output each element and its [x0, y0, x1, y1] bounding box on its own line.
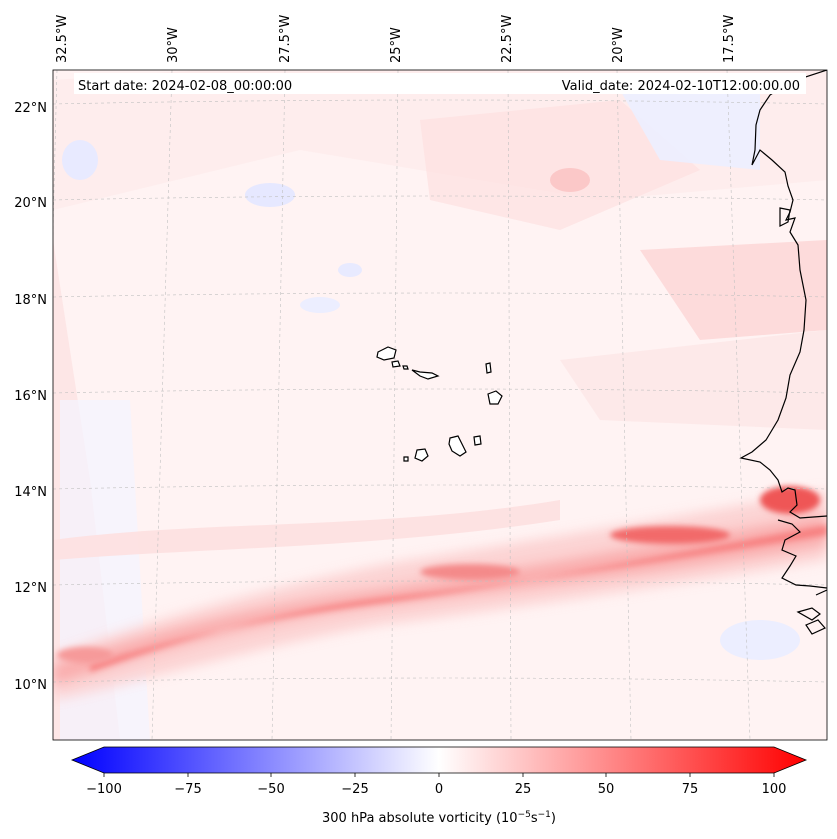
colorbar-tick-label: 100 — [762, 782, 787, 797]
colorbar-tick-label: 0 — [435, 782, 443, 797]
longitude-labels: 32.5°W 30°W 27.5°W 25°W 22.5°W 20°W 17.5… — [55, 15, 737, 63]
island-santiago — [448, 435, 467, 457]
map-panel: Start date: 2024-02-08_00:00:00 Valid_da… — [52, 69, 828, 741]
cape-verde-islands — [376, 346, 503, 462]
vorticity-field — [53, 70, 827, 740]
lon-label: 32.5°W — [55, 15, 70, 63]
header-strip — [74, 73, 806, 94]
lat-label: 10°N — [14, 678, 47, 693]
colorbar-title: 300 hPa absolute vorticity (10−5s−1) — [322, 810, 556, 826]
lon-label: 22.5°W — [500, 15, 515, 63]
lon-label: 27.5°W — [278, 15, 293, 63]
lon-label: 30°W — [166, 27, 181, 63]
lat-label: 22°N — [14, 101, 47, 116]
lat-label: 12°N — [14, 581, 47, 596]
colorbar: −100 −75 −50 −25 0 25 50 75 100 300 hPa … — [70, 746, 808, 826]
africa-coast — [739, 70, 827, 519]
colorbar-tick-label: 25 — [515, 782, 532, 797]
colorbar-tick-label: −25 — [341, 782, 368, 797]
lon-label: 20°W — [611, 27, 626, 63]
latitude-labels: 22°N 20°N 18°N 16°N 14°N 12°N 10°N — [14, 101, 47, 693]
colorbar-tick-label: 50 — [598, 782, 615, 797]
island-sao-nicolau — [411, 369, 440, 380]
island-santa-luzia — [402, 365, 409, 370]
lat-label: 18°N — [14, 293, 47, 308]
island-maio — [473, 435, 482, 446]
colorbar-tick-label: −75 — [174, 782, 201, 797]
island-boa-vista — [487, 390, 503, 405]
island-sal — [485, 362, 492, 374]
island-santo-antao — [376, 346, 397, 361]
lon-label: 25°W — [389, 27, 404, 63]
colorbar-tick-label: −50 — [257, 782, 284, 797]
colorbar-tick-label: 75 — [682, 782, 699, 797]
graticule — [53, 70, 827, 740]
lat-label: 14°N — [14, 485, 47, 500]
lat-label: 20°N — [14, 196, 47, 211]
colorbar-ticks — [103, 773, 775, 777]
coastline — [739, 70, 827, 635]
map-frame — [52, 69, 828, 741]
island-brava — [403, 456, 409, 462]
colorbar-tick-label: −100 — [86, 782, 122, 797]
valid-date-label: Valid_date: 2024-02-10T12:00:00.00 — [562, 79, 800, 94]
start-date-label: Start date: 2024-02-08_00:00:00 — [78, 79, 292, 94]
lat-label: 16°N — [14, 389, 47, 404]
colorbar-bar — [70, 746, 808, 774]
island-sao-vicente — [391, 360, 401, 368]
lon-label: 17.5°W — [722, 15, 737, 63]
island-fogo — [414, 448, 429, 462]
